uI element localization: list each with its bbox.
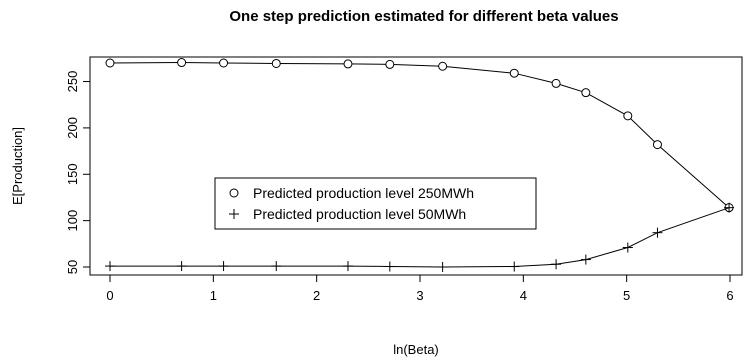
data-point-circle bbox=[177, 58, 187, 68]
data-point-circle bbox=[105, 58, 115, 68]
x-tick-label: 4 bbox=[520, 288, 527, 303]
data-point-circle bbox=[438, 61, 448, 71]
data-point-circle bbox=[271, 58, 281, 68]
data-point-circle bbox=[219, 58, 229, 68]
data-point-plus bbox=[218, 261, 229, 272]
data-point-plus bbox=[105, 261, 115, 272]
data-point-plus bbox=[384, 261, 395, 272]
data-point-plus bbox=[271, 261, 282, 272]
y-axis: 50 100 150 200 250 bbox=[65, 71, 90, 274]
x-axis: 0 1 2 3 4 5 6 bbox=[106, 275, 734, 303]
data-point-plus bbox=[551, 259, 562, 270]
x-axis-label: ln(Beta) bbox=[393, 342, 439, 357]
data-point-plus bbox=[622, 242, 633, 253]
x-tick-label: 6 bbox=[726, 288, 733, 303]
legend-label: Predicted production level 50MWh bbox=[253, 206, 466, 222]
y-tick-label: 200 bbox=[65, 117, 80, 139]
y-axis-label: E[Production] bbox=[10, 127, 25, 205]
y-tick-label: 250 bbox=[65, 71, 80, 93]
y-tick-label: 50 bbox=[65, 260, 80, 274]
plot-frame bbox=[89, 56, 743, 276]
data-point-circle bbox=[623, 111, 633, 121]
x-tick-label: 1 bbox=[210, 288, 217, 303]
data-point-circle bbox=[652, 140, 662, 150]
legend: Predicted production level 250MWh Predict… bbox=[214, 177, 537, 230]
y-tick-label: 100 bbox=[65, 210, 80, 232]
data-point-plus bbox=[580, 254, 591, 265]
x-tick-label: 3 bbox=[416, 288, 423, 303]
legend-box bbox=[214, 177, 537, 230]
data-point-circle bbox=[581, 88, 591, 98]
x-tick-label: 0 bbox=[106, 288, 113, 303]
x-tick-label: 2 bbox=[313, 288, 320, 303]
data-point-plus bbox=[652, 227, 663, 238]
data-point-plus bbox=[437, 262, 448, 272]
data-point-plus bbox=[176, 261, 187, 272]
legend-marker-circle bbox=[229, 188, 239, 198]
data-point-circle bbox=[551, 78, 561, 88]
data-point-circle bbox=[385, 59, 395, 69]
data-point-plus bbox=[342, 261, 353, 272]
data-point-circle bbox=[343, 59, 353, 69]
x-tick-label: 5 bbox=[623, 288, 630, 303]
series-layer bbox=[105, 58, 735, 272]
data-point-plus bbox=[509, 261, 520, 272]
chart-title: One step prediction estimated for differ… bbox=[229, 8, 618, 25]
y-tick-label: 150 bbox=[65, 163, 80, 185]
legend-label: Predicted production level 250MWh bbox=[253, 185, 474, 201]
data-point-plus bbox=[724, 202, 735, 213]
data-point-circle bbox=[509, 68, 519, 78]
legend-marker-plus bbox=[229, 209, 239, 219]
